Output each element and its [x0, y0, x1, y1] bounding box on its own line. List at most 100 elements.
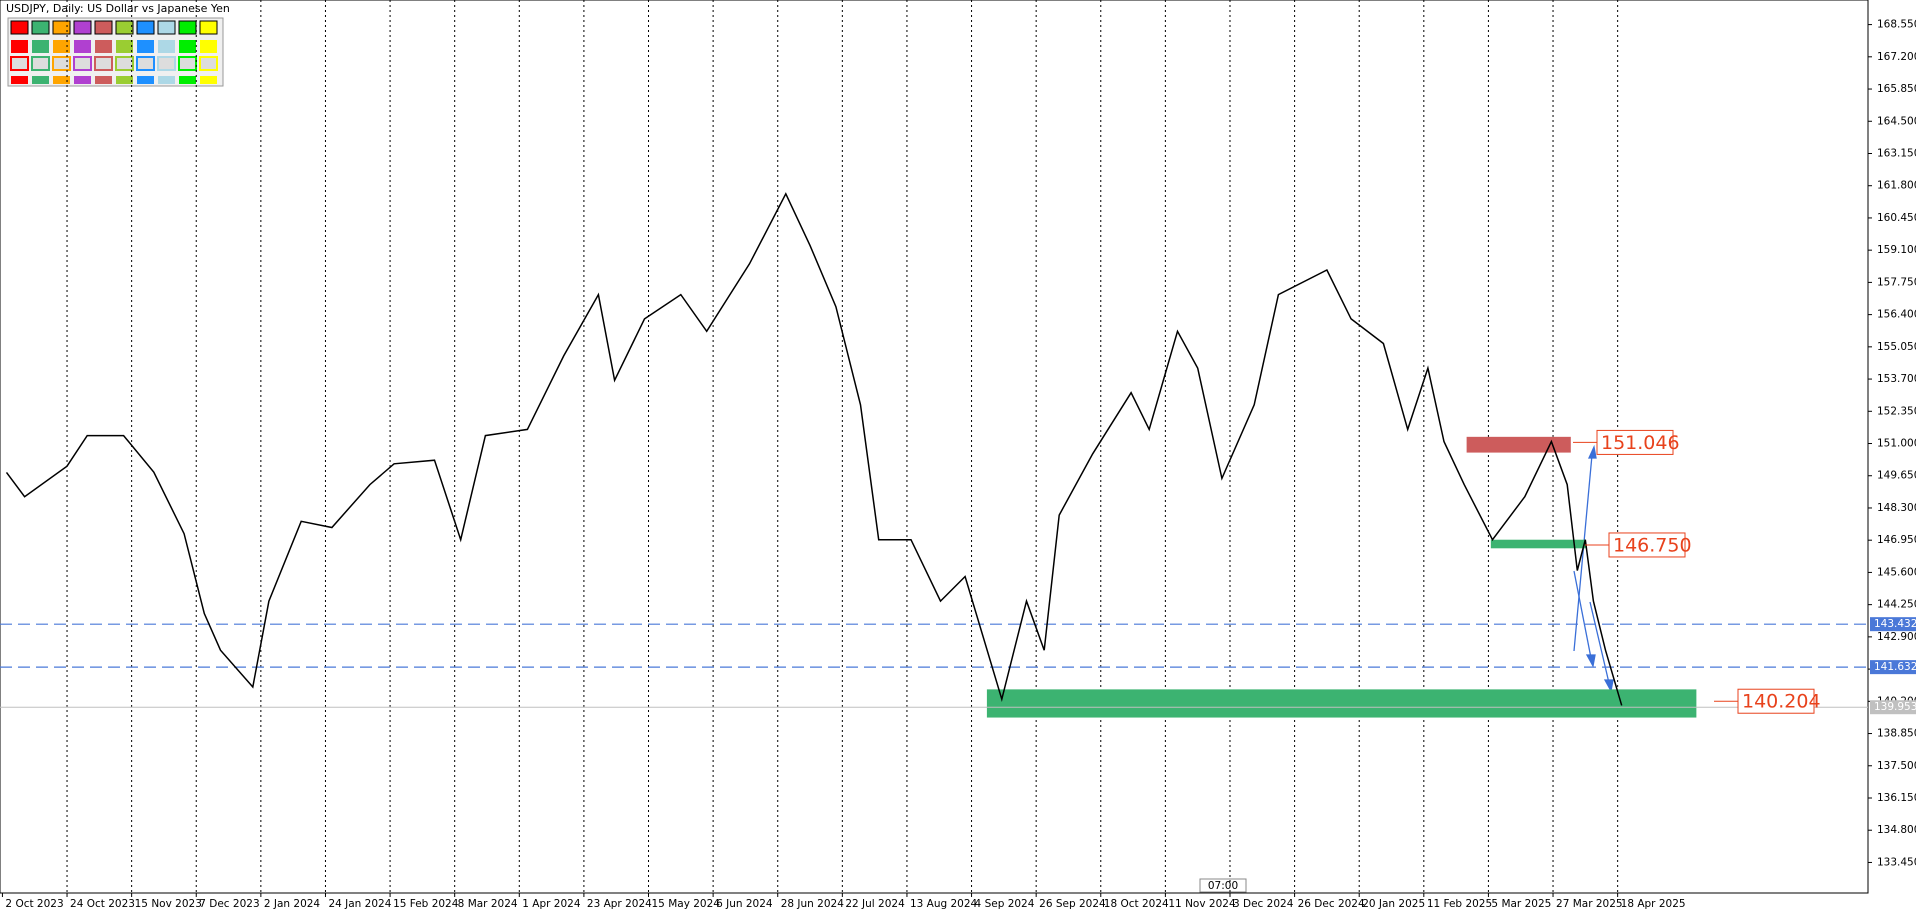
swatch: [157, 20, 176, 35]
y-tick-label: 136.150: [1877, 792, 1916, 804]
y-tick-label: 148.300: [1877, 502, 1916, 514]
swatch: [10, 56, 29, 71]
x-tick-label: 18 Apr 2025: [1621, 898, 1686, 910]
x-tick-label: 15 May 2024: [652, 898, 721, 910]
x-tick-label: 18 Oct 2024: [1104, 898, 1169, 910]
x-tick-label: 4 Sep 2024: [975, 898, 1035, 910]
swatch: [116, 40, 133, 53]
swatch: [11, 76, 28, 84]
y-tick-label: 138.850: [1877, 728, 1916, 740]
x-tick-label: 2 Oct 2023: [5, 898, 63, 910]
swatch: [178, 56, 197, 71]
y-tick-label: 156.400: [1877, 309, 1916, 321]
y-tick-label: 149.650: [1877, 470, 1916, 482]
swatch: [95, 76, 112, 84]
x-tick-label: 26 Sep 2024: [1039, 898, 1106, 910]
price-tag: [1870, 660, 1916, 675]
chart-title: USDJPY, Daily: US Dollar vs Japanese Yen: [6, 2, 230, 15]
swatch: [136, 20, 155, 35]
y-tick-label: 163.150: [1877, 147, 1916, 159]
swatch: [136, 56, 155, 71]
swatch: [158, 76, 175, 84]
plot-frame: [0, 0, 1869, 894]
swatch: [53, 40, 70, 53]
y-tick-label: 159.100: [1877, 244, 1916, 256]
zone: [1490, 539, 1586, 549]
x-tick-label: 20 Jan 2025: [1362, 898, 1425, 910]
swatch: [158, 40, 175, 53]
y-tick-label: 145.600: [1877, 566, 1916, 578]
callout-box: [1608, 532, 1686, 558]
y-tick-label: 134.800: [1877, 824, 1916, 836]
swatch: [73, 20, 92, 35]
time-label: 07:00: [1208, 880, 1238, 892]
swatch: [31, 56, 50, 71]
x-tick-label: 15 Nov 2023: [135, 898, 202, 910]
swatch: [179, 76, 196, 84]
swatch: [11, 40, 28, 53]
swatch: [52, 56, 71, 71]
price-tag: [1870, 700, 1916, 715]
callout-label: 146.750: [1613, 534, 1692, 556]
x-tick-label: 11 Nov 2024: [1168, 898, 1236, 910]
swatch: [73, 56, 92, 71]
x-tick-label: 24 Oct 2023: [70, 898, 135, 910]
swatch: [157, 56, 176, 71]
swatch: [116, 76, 133, 84]
swatch: [94, 56, 113, 71]
price-tag-label: 141.632: [1874, 661, 1916, 673]
swatch: [52, 20, 71, 35]
y-tick-label: 161.800: [1877, 180, 1916, 192]
swatch: [31, 20, 50, 35]
color-palette: [7, 17, 224, 87]
x-tick-label: 8 Mar 2024: [458, 898, 518, 910]
y-tick-label: 164.500: [1877, 115, 1916, 127]
x-tick-label: 11 Feb 2025: [1427, 898, 1492, 910]
x-tick-label: 22 Jul 2024: [845, 898, 905, 910]
swatch: [178, 20, 197, 35]
x-tick-label: 15 Feb 2024: [393, 898, 459, 910]
x-tick-label: 27 Mar 2025: [1556, 898, 1623, 910]
swatch: [200, 76, 217, 84]
x-tick-label: 23 Apr 2024: [587, 898, 652, 910]
swatch: [115, 20, 134, 35]
price-tag: [1870, 617, 1916, 632]
swatch: [115, 56, 134, 71]
y-tick-label: 144.250: [1877, 599, 1916, 611]
x-tick-label: 24 Jan 2024: [328, 898, 391, 910]
swatch: [137, 40, 154, 53]
x-tick-label: 2 Jan 2024: [264, 898, 321, 910]
y-tick-label: 151.000: [1877, 438, 1916, 450]
zone: [986, 689, 1697, 718]
y-tick-label: 133.450: [1877, 856, 1916, 868]
swatch: [10, 20, 29, 35]
price-tag-label: 139.953: [1874, 701, 1916, 713]
swatch: [74, 40, 91, 53]
swatch: [137, 76, 154, 84]
x-tick-label: 26 Dec 2024: [1298, 898, 1365, 910]
x-tick-label: 7 Dec 2023: [199, 898, 259, 910]
y-tick-label: 165.850: [1877, 83, 1916, 95]
swatch: [200, 40, 217, 53]
x-tick-label: 5 Mar 2025: [1491, 898, 1551, 910]
zone: [1466, 436, 1571, 453]
y-tick-label: 137.500: [1877, 760, 1916, 772]
x-tick-label: 13 Aug 2024: [910, 898, 978, 910]
y-tick-label: 168.550: [1877, 19, 1916, 31]
y-tick-label: 157.750: [1877, 276, 1916, 288]
swatch: [53, 76, 70, 84]
swatch: [95, 40, 112, 53]
x-tick-label: 3 Dec 2024: [1233, 898, 1294, 910]
swatch: [94, 20, 113, 35]
x-tick-label: 28 Jun 2024: [781, 898, 844, 910]
swatch: [199, 20, 218, 35]
y-tick-label: 142.900: [1877, 631, 1916, 643]
swatch: [74, 76, 91, 84]
swatch: [32, 40, 49, 53]
x-tick-label: 6 Jun 2024: [716, 898, 773, 910]
callout-label: 140.204: [1742, 691, 1821, 713]
price-line-series: [5, 192, 1623, 706]
swatch: [199, 56, 218, 71]
